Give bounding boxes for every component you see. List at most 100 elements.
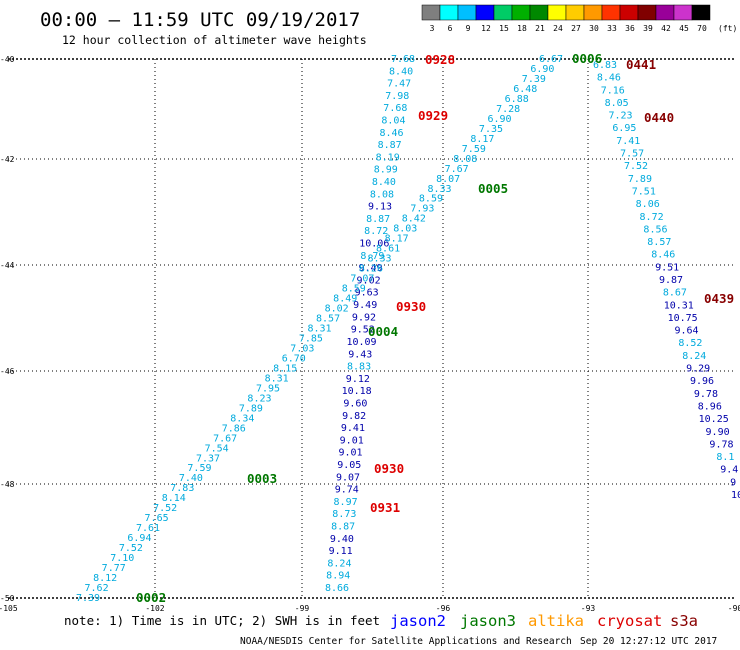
swh-value: 10.06 (359, 239, 389, 250)
swh-value: 8.33 (367, 254, 391, 265)
colorbar-label: 42 (661, 24, 671, 33)
swh-value: 9.60 (343, 398, 367, 409)
swh-value: 6.90 (530, 64, 554, 75)
colorbar-swatch (547, 4, 567, 21)
axis-ticks: -105 -102 -99 -96 -93 -90 -40 -42 -44 -46 -48 -50 (0, 55, 740, 613)
swh-value: 7.10 (110, 553, 134, 564)
swh-value: 9.96 (690, 376, 714, 387)
colorbar-swatch (691, 4, 711, 21)
swh-value: 7.68 (391, 54, 415, 65)
swh-value: 8.12 (93, 573, 117, 584)
pass-label-jason2: 0931 (370, 500, 400, 515)
swh-value: 8.15 (273, 363, 297, 374)
swh-value: 8.40 (389, 66, 413, 77)
swh-value: 7.93 (410, 204, 434, 215)
swh-value: 8.67 (663, 288, 687, 299)
colorbar-swatch (655, 4, 675, 21)
page-subtitle: 12 hour collection of altimeter wave hei… (62, 33, 367, 47)
legend-note: note: 1) Time is in UTC; 2) SWH is in fe… (64, 613, 380, 628)
colorbar-swatch (601, 4, 621, 21)
colorbar-swatch (583, 4, 603, 21)
swh-value: 8.97 (334, 497, 358, 508)
legend-item-cryosat: cryosat (597, 612, 662, 630)
x-tick-label: -105 (0, 604, 18, 613)
swh-value: 8.79 (360, 251, 384, 262)
swh-value: 6.48 (513, 84, 537, 95)
colorbar-swatch (475, 4, 495, 21)
swh-value: 9.87 (659, 275, 683, 286)
swh-value: 6.94 (127, 533, 151, 544)
swh-value: 7.37 (196, 453, 220, 464)
swh-value: 9.29 (686, 364, 710, 375)
swh-value: 7.83 (170, 483, 194, 494)
swh-value: 9.49 (353, 300, 377, 311)
swh-value: 8.19 (376, 152, 400, 163)
colorbar-label: 70 (697, 24, 707, 33)
swh-value: 9.64 (674, 326, 698, 337)
swh-value: 7.23 (608, 111, 632, 122)
map-frame (8, 58, 735, 599)
swh-value: 9.11 (329, 546, 353, 557)
swh-value: 7.95 (256, 383, 280, 394)
pass-label-s3a: 0439 (704, 291, 734, 306)
x-tick-label: -96 (436, 604, 451, 613)
colorbar-swatch (637, 4, 657, 21)
swh-value: 8.87 (378, 140, 402, 151)
swh-value: 7.57 (620, 149, 644, 160)
swh-value: 8.96 (698, 401, 722, 412)
legend-item-altika: altika (528, 612, 584, 630)
y-tick-label: -40 (0, 55, 15, 64)
swh-value: 8.05 (605, 98, 629, 109)
page-title: 00:00 – 11:59 UTC 09/19/2017 (40, 9, 360, 31)
colorbar-label: 33 (607, 24, 617, 33)
pass-label-jason3: 0006 (572, 51, 602, 66)
swh-value: 6.83 (593, 60, 617, 71)
colorbar-label: 39 (643, 24, 653, 33)
swh-value: 8.72 (364, 226, 388, 237)
colorbar-swatch (457, 4, 477, 21)
colorbar-label: 3 (430, 24, 435, 33)
swh-value: 7.07 (350, 274, 374, 285)
swh-value: 7.59 (462, 144, 486, 155)
swh-value: 9.74 (335, 485, 359, 496)
swh-value: 7.51 (632, 186, 656, 197)
swh-value: 7.59 (187, 463, 211, 474)
colorbar-label: 9 (466, 24, 471, 33)
colorbar-label: 24 (553, 24, 563, 33)
x-tick-label: -99 (295, 604, 310, 613)
swh-value: 6.70 (282, 353, 306, 364)
swh-value: 9.13 (368, 202, 392, 213)
satellite-legend: jason2 jason3 altika cryosat s3a (390, 612, 698, 630)
pass-label-jason2: 0928 (425, 52, 455, 67)
colorbar-swatch (439, 4, 459, 21)
swh-value: 8.17 (470, 134, 494, 145)
swh-value: 7.62 (85, 583, 109, 594)
swh-value: 8.08 (370, 189, 394, 200)
swh-value: 7.03 (290, 343, 314, 354)
swh-value: 7.89 (628, 174, 652, 185)
swh-value: 8.31 (307, 324, 331, 335)
swh-value: 8.59 (419, 194, 443, 205)
swh-value: 8.23 (247, 393, 271, 404)
swh-value: 9.02 (357, 275, 381, 286)
colorbar-label: 12 (481, 24, 491, 33)
swh-value: 9.12 (346, 374, 370, 385)
swh-value: 9.49 (358, 263, 382, 274)
swh-value: 7.39 (76, 593, 100, 604)
swh-value: 8.07 (436, 174, 460, 185)
swh-value: 7.54 (205, 443, 229, 454)
swh-value: 8.72 (640, 212, 664, 223)
swh-value: 8.42 (402, 214, 426, 225)
colorbar-label: 27 (571, 24, 581, 33)
swh-value: 9.05 (337, 460, 361, 471)
swh-value: 9.90 (706, 427, 730, 438)
legend-item-jason2: jason2 (390, 612, 446, 630)
swh-value: 9.78 (694, 389, 718, 400)
colorbar-label: 30 (589, 24, 599, 33)
colorbar-swatch (493, 4, 513, 21)
colorbar-label: 15 (499, 24, 509, 33)
swh-value: 8.03 (393, 224, 417, 235)
colorbar-swatch (529, 4, 549, 21)
pass-label-jason2: 0929 (418, 108, 448, 123)
swh-value: 9.51 (655, 262, 679, 273)
